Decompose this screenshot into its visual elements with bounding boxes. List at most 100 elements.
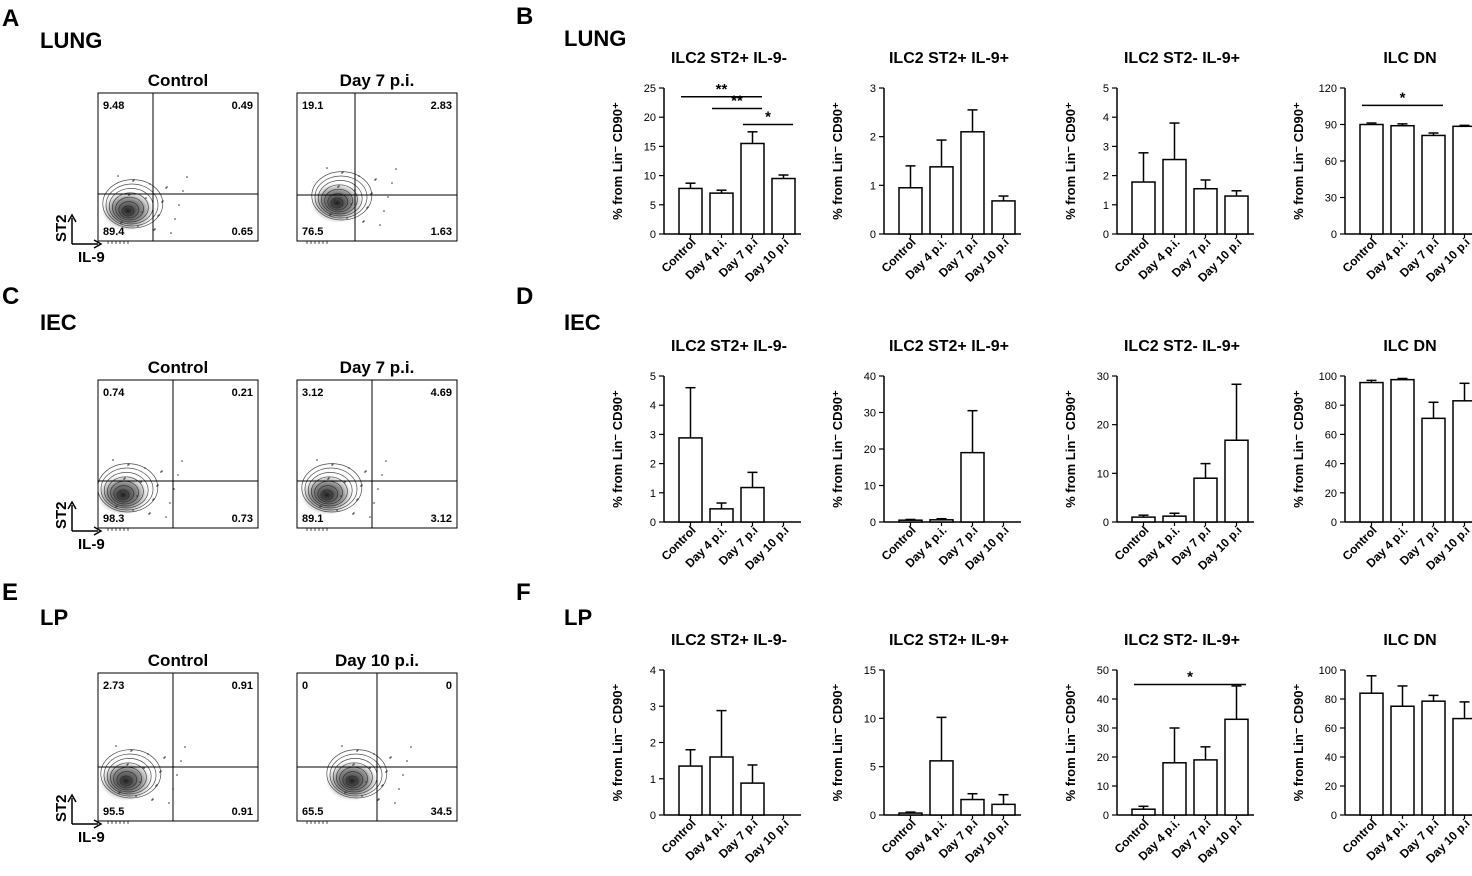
contour-line (317, 180, 363, 217)
event-dot (145, 197, 147, 199)
bar (929, 760, 954, 816)
event-dot (132, 509, 134, 511)
event-dot (316, 459, 318, 461)
event-dot (127, 763, 129, 765)
event-dot (133, 179, 135, 181)
tissue-label-b: LUNG (564, 26, 626, 51)
event-dot (340, 495, 342, 497)
contour-line (326, 749, 388, 799)
significance-label: * (1400, 89, 1406, 106)
event-dot (162, 200, 164, 202)
il9-axis-arrowhead (93, 526, 103, 536)
y-tick-label: 5 (650, 200, 656, 212)
significance-label: ** (731, 92, 743, 109)
panel-letter-c: C (2, 283, 19, 310)
st2-axis-arrowhead (67, 213, 77, 223)
event-dot (135, 795, 137, 797)
event-dot (127, 464, 129, 466)
bar (1421, 700, 1446, 816)
st2-axis-arrowhead (67, 500, 77, 510)
chart-title: ILC2 ST2+ IL-9- (671, 338, 787, 355)
bar (740, 142, 765, 235)
y-axis-label: % from Lin⁻ CD90⁺ (1291, 684, 1306, 802)
y-axis-label: % from Lin⁻ CD90⁺ (1063, 390, 1078, 508)
contour-line (102, 179, 164, 229)
chart-title: ILC DN (1383, 338, 1436, 355)
event-dot (178, 204, 180, 206)
y-tick-label: 0 (1331, 229, 1337, 241)
y-tick-label: 4 (650, 400, 656, 412)
bar (709, 508, 734, 523)
y-tick-label: 0 (1103, 229, 1109, 241)
bar (740, 782, 765, 816)
y-tick-label: 90 (1325, 120, 1337, 132)
event-dot (143, 767, 145, 769)
bar (1224, 195, 1249, 235)
contour-line (330, 197, 344, 209)
event-dot (132, 180, 134, 182)
contour-line (327, 193, 349, 211)
chart-title: ILC2 ST2- IL-9+ (1124, 632, 1240, 649)
y-tick-label: 0 (650, 229, 656, 241)
event-dot (152, 499, 154, 501)
contour-line (97, 463, 159, 513)
quadrant-value-tr: 0 (446, 680, 452, 692)
event-dot (166, 186, 168, 188)
panel-letter-f: F (516, 579, 531, 606)
event-dot (381, 785, 383, 787)
event-dot (377, 799, 379, 801)
event-dot (136, 495, 138, 497)
event-dot (348, 467, 350, 469)
event-dot (338, 185, 340, 187)
event-dot (334, 199, 336, 201)
bar (678, 437, 703, 523)
event-dot (374, 179, 376, 181)
event-dot (406, 760, 408, 762)
y-tick-label: 2 (870, 132, 876, 144)
y-axis-label: % from Lin⁻ CD90⁺ (610, 390, 625, 508)
y-axis-label: % from Lin⁻ CD90⁺ (830, 390, 845, 508)
event-dot (125, 207, 127, 209)
y-tick-label: 2 (650, 459, 656, 471)
bar (1131, 808, 1156, 816)
tissue-label-e: LP (40, 605, 68, 630)
contour-line (103, 472, 149, 509)
tissue-label-a: LUNG (40, 28, 102, 53)
il9-axis-label: IL-9 (78, 536, 105, 553)
contour-line (115, 196, 144, 221)
quadrant-value-br: 0.65 (232, 226, 253, 238)
event-dot (367, 206, 369, 208)
contour-line (103, 753, 157, 797)
flow-plot: Day 7 p.i. 3.12 4.69 89.1 3.12 (296, 358, 458, 531)
event-dot (387, 196, 389, 198)
y-tick-label: 20 (1325, 781, 1337, 793)
bar (1131, 516, 1156, 523)
chart-title: ILC2 ST2+ IL-9- (671, 50, 787, 67)
bar (1390, 124, 1415, 235)
event-dot (381, 474, 383, 476)
event-dot (122, 778, 124, 780)
event-dot (153, 229, 155, 231)
event-dot (377, 488, 379, 490)
bar (929, 166, 954, 235)
event-dot (184, 746, 186, 748)
event-dot (158, 214, 160, 216)
quadrant-value-tl: 0 (302, 680, 308, 692)
event-dot (117, 175, 119, 177)
event-dot (141, 211, 143, 213)
event-dot (169, 502, 171, 504)
y-tick-label: 30 (1325, 193, 1337, 205)
contour-line (311, 171, 373, 221)
contour-line (336, 762, 373, 793)
contour-line (110, 762, 147, 793)
y-axis-label: % from Lin⁻ CD90⁺ (610, 684, 625, 802)
bar (678, 187, 703, 235)
bar (1452, 717, 1472, 816)
y-axis-label: % from Lin⁻ CD90⁺ (1291, 102, 1306, 220)
event-dot (115, 506, 117, 508)
y-tick-label: 3 (650, 429, 656, 441)
